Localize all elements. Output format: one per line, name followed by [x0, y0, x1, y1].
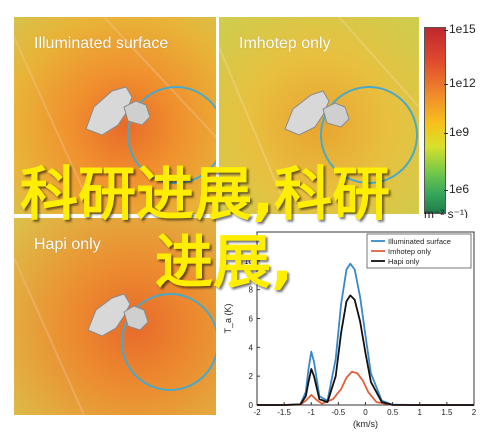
hapi-only-map: Hapi only — [14, 218, 216, 415]
y-tick-label: 8 — [249, 286, 254, 295]
x-tick-label: -0.5 — [331, 408, 345, 417]
overlay-line-2: 进展, — [155, 228, 294, 297]
y-tick-label: 10 — [244, 257, 253, 266]
y-axis-label: T_a (K) — [223, 303, 233, 333]
colorbar-unit-label: m⁻² s⁻¹) — [424, 207, 468, 221]
y-tick-label: 6 — [249, 315, 254, 324]
comet-nucleus-shape — [85, 86, 151, 136]
series-lines — [257, 262, 474, 406]
colorbar-tick-label: 1e6 — [449, 182, 470, 196]
illuminated-surface-map: Illuminated surface — [14, 17, 216, 214]
legend-label: Imhotep only — [388, 247, 431, 256]
colorbar-tick-mark — [444, 133, 448, 134]
velocity-spectrum-chart: -2 -1.5 -1 -0.5 0 0.5 1 1.5 2 0 2 4 6 8 10 Illuminate… — [219, 218, 500, 435]
overlay-caption: 科研进展,科研 进展, — [20, 160, 460, 297]
colorbar-tick-mark — [444, 190, 448, 191]
legend-label: Hapi only — [388, 257, 420, 266]
series-line-hapi-only — [257, 294, 474, 406]
field-of-view-circle — [320, 86, 418, 184]
panel-title-hapi: Hapi only — [34, 236, 101, 253]
legend-label: Illuminated surface — [388, 237, 451, 246]
colorbar-tick-label: 1e9 — [449, 125, 470, 139]
x-tick-label: 1 — [418, 408, 423, 417]
overlay-line-1: 科研进展,科研 — [20, 160, 391, 228]
x-tick-label: 0.5 — [387, 408, 399, 417]
y-tick-label: 4 — [249, 343, 254, 352]
colorbar-tick-mark — [444, 84, 448, 85]
panel-title-imhotep: Imhotep only — [239, 35, 331, 52]
x-tick-label: -1 — [308, 408, 316, 417]
comet-nucleus-shape — [284, 90, 350, 136]
comet-nucleus-shape — [87, 293, 149, 337]
illuminated-map-graphic — [14, 17, 216, 214]
y-tick-label: 2 — [249, 372, 254, 381]
field-of-view-circle — [127, 86, 216, 184]
x-tick-label: -2 — [253, 408, 261, 417]
x-axis: -2 -1.5 -1 -0.5 0 0.5 1 1.5 2 — [253, 402, 477, 417]
y-tick-label: 0 — [249, 401, 254, 410]
colorbar — [424, 27, 446, 214]
x-tick-label: 0 — [363, 408, 368, 417]
x-tick-label: -1.5 — [277, 408, 291, 417]
panel-title-illuminated: Illuminated surface — [34, 35, 169, 52]
colorbar-tick-mark — [444, 30, 448, 31]
imhotep-map-graphic — [219, 17, 419, 214]
colorbar-tick-label: 1e12 — [449, 76, 476, 90]
x-tick-label: 1.5 — [441, 408, 453, 417]
field-of-view-circle — [121, 293, 216, 391]
colorbar-tick-label: 1e15 — [449, 22, 476, 36]
imhotep-only-map: Imhotep only — [219, 17, 419, 214]
x-tick-label: 2 — [472, 408, 477, 417]
x-axis-label: (km/s) — [353, 419, 378, 429]
hapi-map-graphic — [14, 218, 216, 415]
